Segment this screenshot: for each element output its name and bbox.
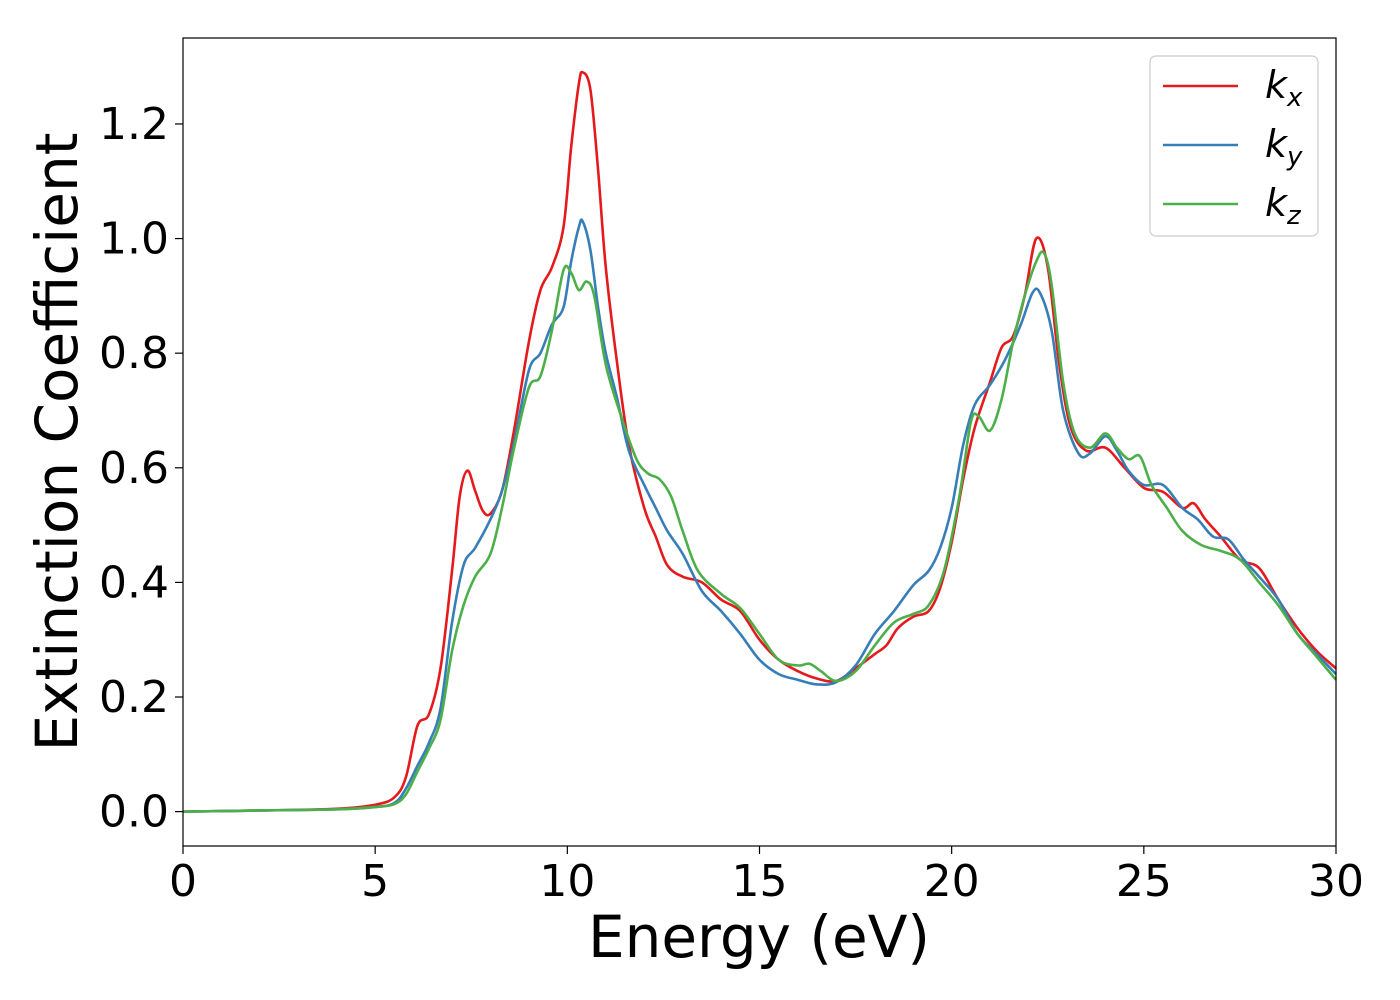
y-tick-label: 1.0 — [99, 214, 169, 265]
legend-label-k-x: kx — [1265, 63, 1303, 113]
legend: kx ky kz — [1149, 55, 1319, 237]
series-line-k-x — [182, 70, 1337, 813]
x-tick-label: 20 — [924, 856, 980, 907]
series-layer — [182, 70, 1337, 813]
x-tick-label: 25 — [1116, 856, 1172, 907]
x-tick-label: 15 — [732, 856, 788, 907]
x-tick-label: 30 — [1308, 856, 1364, 907]
y-tick-label: 0.0 — [99, 787, 169, 838]
x-tick-label: 10 — [539, 856, 595, 907]
y-tick-label: 0.4 — [99, 557, 169, 608]
y-tick-label: 0.6 — [99, 443, 169, 494]
y-tick-label: 1.2 — [99, 99, 169, 150]
x-tick-label: 5 — [361, 856, 389, 907]
x-tick-label: 0 — [169, 856, 197, 907]
y-tick-label: 0.2 — [99, 672, 169, 723]
series-line-k-z — [182, 250, 1337, 813]
x-axis-label: Energy (eV) — [588, 903, 930, 971]
series-line-k-y — [182, 218, 1337, 813]
axis-ticks: 0 5 10 15 20 25 30 0.0 0.2 0.4 0.6 0.8 1.0 1.2 — [99, 99, 1364, 907]
y-axis-label: Extinction Coefficient — [23, 133, 91, 752]
y-tick-label: 0.8 — [99, 328, 169, 379]
legend-label-k-z: kz — [1265, 181, 1302, 231]
legend-label-k-y: ky — [1265, 122, 1303, 172]
